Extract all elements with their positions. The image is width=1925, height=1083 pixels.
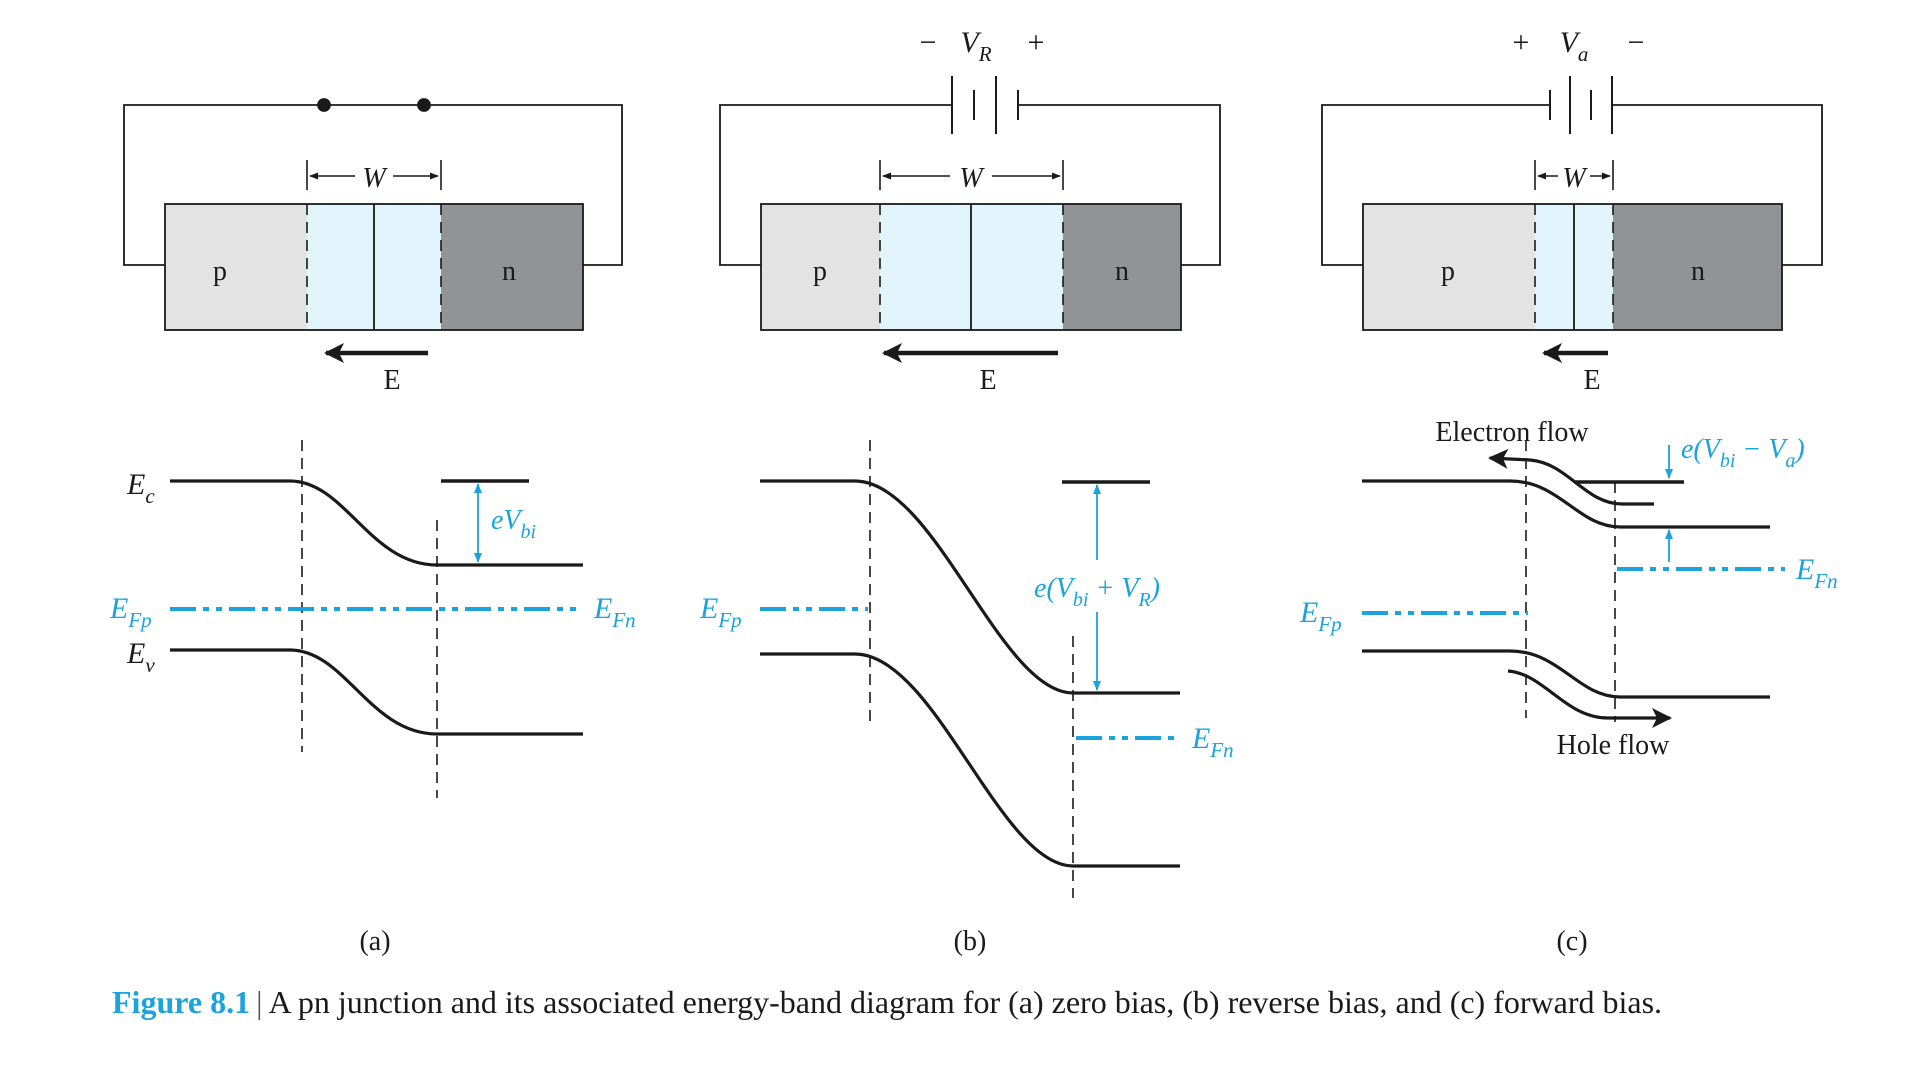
bias-plus: +	[1028, 26, 1045, 59]
panel-label: (b)	[954, 926, 987, 957]
field-label: E	[1583, 365, 1600, 396]
efp-label: EFp	[109, 592, 152, 632]
circuit-wire	[1018, 104, 1221, 266]
n-label: n	[1691, 256, 1705, 287]
efn-label: EFn	[1795, 553, 1838, 593]
junction-b: p n	[760, 203, 1182, 331]
width-indicator-b: W	[879, 160, 1064, 194]
electron-flow-arrow	[1488, 448, 1654, 506]
p-label: p	[813, 256, 827, 287]
circuit-c: + Va −	[1321, 26, 1823, 266]
efp-label: EFp	[1299, 596, 1342, 636]
caption-separator: |	[256, 984, 263, 1020]
caption-text: A pn junction and its associated energy-…	[268, 984, 1663, 1020]
figure-caption: Figure 8.1 | A pn junction and its associa…	[112, 984, 1872, 1021]
panel-b: − VR + p n W E	[699, 26, 1234, 957]
field-label: E	[383, 365, 400, 396]
conduction-band	[760, 479, 1180, 695]
figure-number: Figure 8.1	[112, 984, 251, 1020]
efn-label: EFn	[593, 592, 636, 632]
p-region	[761, 204, 880, 330]
panel-a: p n W E eVbi Ec Ev EFp	[109, 98, 636, 957]
field-arrow-c: E	[1542, 343, 1608, 396]
w-label: W	[362, 163, 388, 194]
bias-plus: +	[1513, 26, 1530, 59]
panel-label: (c)	[1556, 926, 1587, 957]
circuit-wire	[1612, 104, 1823, 266]
field-label: E	[979, 365, 996, 396]
barrier-label: e(Vbi − Va)	[1681, 434, 1805, 472]
p-region	[165, 204, 307, 330]
junction-a: p n	[164, 203, 584, 331]
efp-label: EFp	[699, 592, 742, 632]
ec-label: Ec	[126, 468, 155, 508]
valence-band	[760, 652, 1180, 868]
bias-voltage: Va	[1560, 26, 1589, 66]
p-region	[1363, 204, 1535, 330]
barrier-label: e(Vbi + VR)	[1034, 573, 1160, 611]
n-region	[1063, 204, 1181, 330]
junction-outline	[1362, 203, 1783, 331]
terminal-node	[417, 98, 431, 112]
hole-flow-label: Hole flow	[1557, 730, 1671, 761]
w-label: W	[1562, 163, 1588, 194]
n-region	[1613, 204, 1782, 330]
width-indicator-a: W	[306, 160, 442, 194]
circuit-wire	[123, 104, 623, 266]
n-label: n	[502, 256, 516, 287]
ev-label: Ev	[126, 637, 155, 677]
terminal-node	[317, 98, 331, 112]
valence-band	[1362, 649, 1770, 699]
electron-flow-label: Electron flow	[1435, 417, 1589, 448]
circuit-a	[123, 98, 623, 266]
conduction-band	[170, 479, 583, 567]
circuit-wire	[1321, 104, 1550, 266]
n-label: n	[1115, 256, 1129, 287]
hole-flow-arrow	[1507, 669, 1672, 728]
band-diagram-a: eVbi Ec Ev EFp EFn	[109, 440, 636, 798]
w-label: W	[959, 163, 985, 194]
circuit-wire	[719, 104, 952, 266]
p-label: p	[1441, 256, 1455, 287]
p-label: p	[213, 256, 227, 287]
band-diagram-c: Electron flow Hole flow e(Vbi − Va) EFp …	[1299, 417, 1838, 761]
n-region	[441, 204, 583, 330]
field-arrow-b: E	[882, 343, 1058, 396]
bias-minus: −	[920, 26, 937, 59]
band-diagram-b: e(Vbi + VR) EFp EFn	[699, 440, 1234, 898]
valence-band	[170, 648, 583, 736]
width-indicator-c: W	[1534, 160, 1614, 194]
panel-label: (a)	[359, 926, 390, 957]
bias-voltage: VR	[960, 26, 991, 66]
barrier-label: eVbi	[491, 505, 536, 543]
conduction-band	[1362, 479, 1770, 529]
circuit-b: − VR +	[719, 26, 1221, 266]
junction-c: p n	[1362, 203, 1783, 331]
panel-c: + Va − p n W E	[1299, 26, 1838, 957]
efn-label: EFn	[1191, 722, 1234, 762]
bias-minus: −	[1628, 26, 1645, 59]
field-arrow-a: E	[324, 343, 428, 396]
